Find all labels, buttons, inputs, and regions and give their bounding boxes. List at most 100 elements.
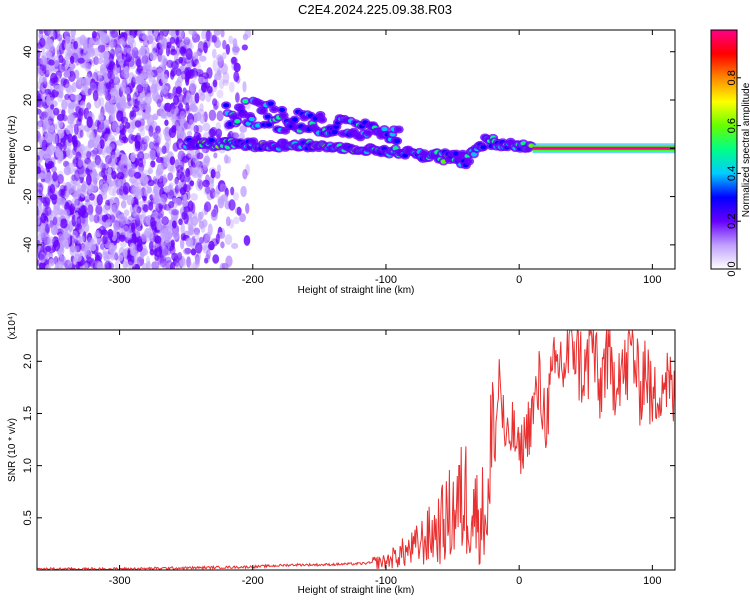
heatmap-cell (79, 100, 86, 109)
heatmap-cell (37, 166, 41, 175)
heatmap-cell (171, 125, 177, 134)
heatmap-cell (54, 263, 60, 269)
heatmap-cell (202, 244, 209, 254)
heatmap-cell (233, 70, 240, 83)
heatmap-cell (191, 83, 198, 90)
heatmap-cell (69, 203, 75, 216)
heatmap-cell (169, 36, 176, 44)
heatmap-cell (172, 142, 179, 152)
heatmap-cell (87, 204, 94, 216)
heatmap-cell (72, 116, 78, 123)
heatmap-cell (37, 130, 42, 143)
heatmap-cell (120, 164, 128, 173)
heatmap-cell (127, 56, 135, 68)
heatmap-cell (45, 245, 52, 252)
heatmap-cell (202, 179, 210, 188)
heatmap-cell (193, 227, 201, 235)
heatmap-cell (86, 47, 95, 54)
heatmap-cell (203, 201, 212, 213)
heatmap-cell (152, 114, 158, 121)
heatmap-cell (229, 219, 235, 229)
heatmap-cell (65, 52, 72, 61)
heatmap-cell (230, 186, 235, 196)
heatmap-cell (170, 48, 177, 56)
heatmap-cell (134, 56, 141, 67)
heatmap-cell (49, 210, 58, 217)
heatmap-cell (212, 98, 218, 107)
heatmap-cell (183, 173, 191, 183)
heatmap-cell (183, 184, 191, 193)
heatmap-cell (71, 174, 76, 181)
heatmap-cell (132, 206, 140, 217)
heatmap-cell (196, 48, 203, 57)
heatmap-cell (79, 235, 85, 244)
heatmap-cell (168, 182, 174, 189)
heatmap-cell (39, 37, 46, 48)
heatmap-cell (168, 30, 175, 36)
heatmap-cell (95, 70, 102, 79)
heatmap-cell (155, 156, 164, 164)
heatmap-cell (181, 116, 187, 124)
heatmap-cell (95, 206, 103, 216)
heatmap-cell (91, 30, 97, 39)
heatmap-cell (46, 51, 53, 59)
heatmap-cell (75, 151, 82, 162)
spectrogram-y-ticks: -40 -20 0 20 40 (22, 46, 675, 253)
heatmap-cell (43, 30, 52, 36)
heatmap-cell (63, 229, 68, 241)
heatmap-cell (239, 125, 248, 133)
heatmap-cell (128, 60, 137, 70)
heatmap-cell (136, 206, 142, 214)
heatmap-cell (74, 239, 81, 247)
heatmap-cell (93, 214, 100, 224)
heatmap-cell (109, 143, 116, 150)
heatmap-cell (98, 123, 106, 131)
heatmap-cell (152, 175, 158, 185)
heatmap-cell (213, 30, 221, 36)
heatmap-cell (183, 37, 191, 46)
heatmap-cell (228, 35, 234, 45)
heatmap-cell (147, 168, 154, 175)
heatmap-cell (139, 128, 146, 137)
heatmap-cell (104, 169, 112, 176)
heatmap-cell (211, 208, 218, 219)
heatmap-cell (190, 248, 197, 256)
heatmap-cell (41, 139, 48, 152)
heatmap-cell (155, 203, 163, 213)
heatmap-cell (160, 54, 167, 66)
heatmap-cell (197, 76, 206, 83)
heatmap-cell (130, 211, 138, 219)
heatmap-cell (109, 196, 116, 204)
heatmap-cell (53, 30, 61, 40)
heatmap-cell (228, 199, 236, 211)
heatmap-cell (37, 120, 44, 128)
heatmap-cell (70, 94, 77, 101)
heatmap-cell (156, 219, 163, 231)
heatmap-cell (72, 230, 78, 237)
heatmap-cell (69, 55, 75, 64)
heatmap-cell (99, 242, 105, 250)
heatmap-cell (186, 130, 192, 138)
y-tick-label: 20 (22, 94, 34, 106)
heatmap-cell (77, 157, 84, 168)
heatmap-cell (179, 257, 187, 268)
heatmap-cell (185, 92, 193, 104)
heatmap-cell (40, 111, 49, 118)
x-tick-label: -300 (109, 575, 131, 587)
heatmap-cell (222, 79, 230, 86)
heatmap-cell (73, 123, 79, 136)
heatmap-cell (78, 77, 84, 85)
heatmap-cell (136, 242, 143, 252)
heatmap-cell (47, 144, 56, 155)
heatmap-cell (151, 41, 157, 53)
heatmap-cell (197, 41, 205, 53)
heatmap-cell (149, 51, 158, 61)
heatmap-cell (37, 233, 45, 241)
heatmap-cell (392, 146, 399, 151)
heatmap-cell (76, 216, 82, 228)
heatmap-cell (225, 255, 233, 268)
heatmap-cell (68, 260, 73, 269)
heatmap-cell (194, 256, 201, 268)
heatmap-cell (220, 194, 228, 202)
heatmap-cell (117, 38, 125, 45)
